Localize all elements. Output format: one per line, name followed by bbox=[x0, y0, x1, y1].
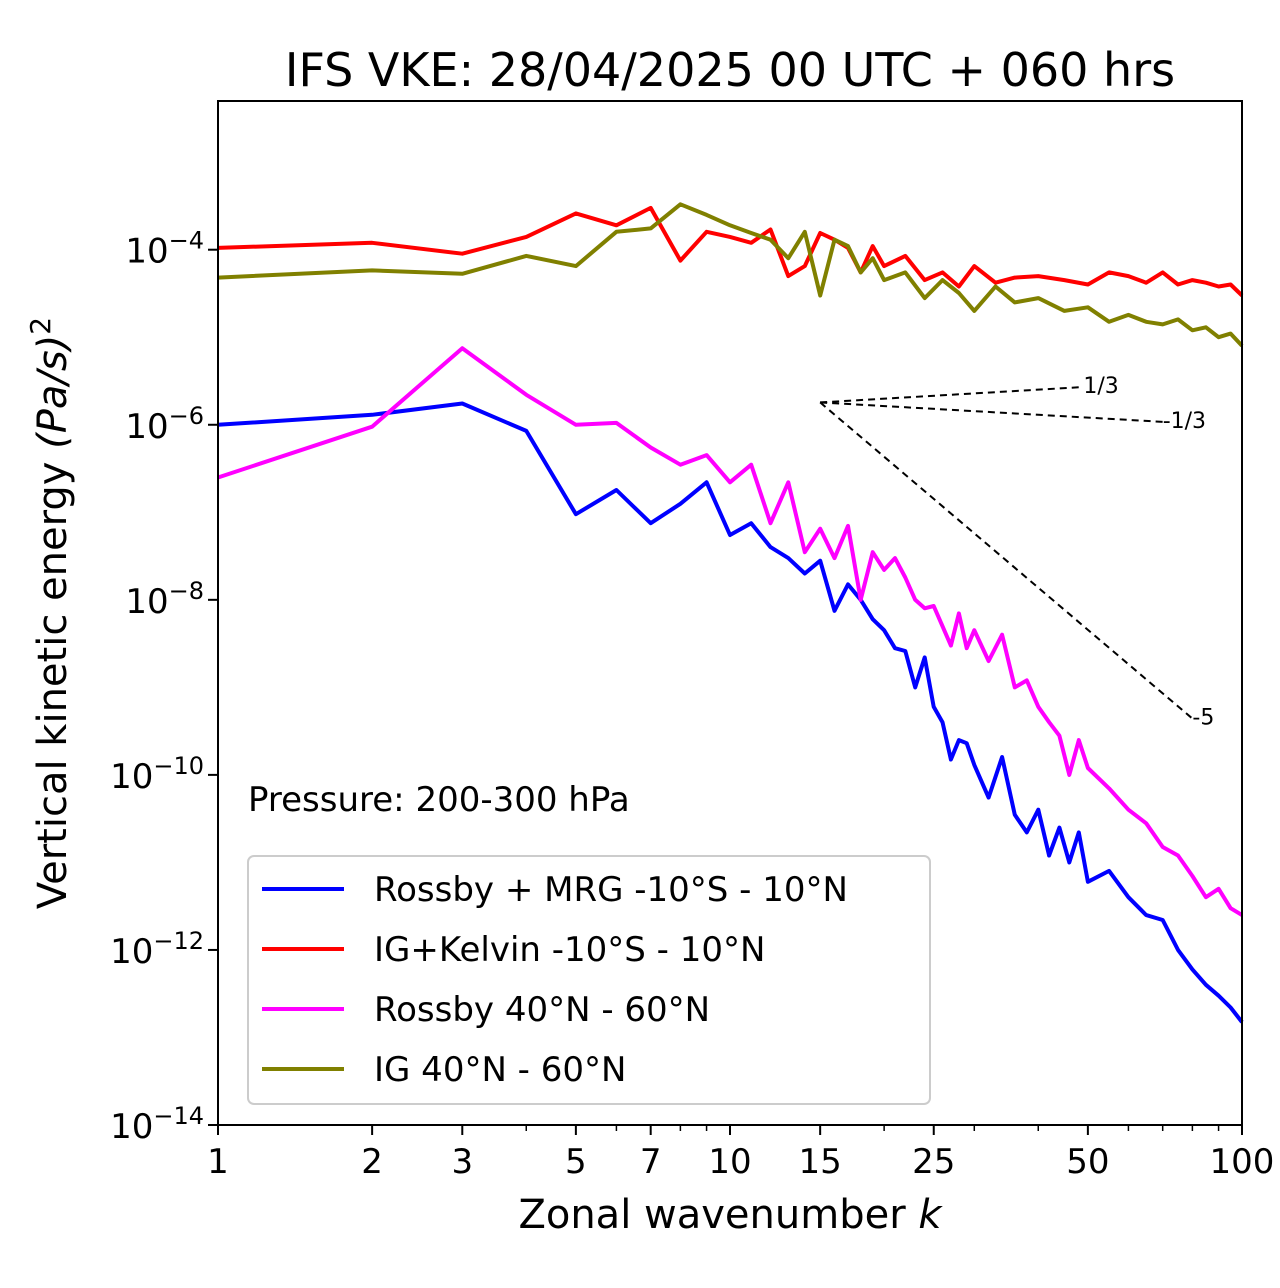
legend-label-3: IG 40°N - 60°N bbox=[374, 1050, 626, 1090]
legend-items: Rossby + MRG -10°S - 10°N IG+Kelvin -10°S… bbox=[262, 870, 848, 1090]
y-tick-label: 10−6 bbox=[125, 402, 204, 447]
pressure-annotation: Pressure: 200-300 hPa bbox=[248, 780, 630, 820]
reference-line-1 bbox=[820, 401, 1163, 423]
y-tick-label: 10−10 bbox=[110, 752, 204, 797]
x-tick-label: 25 bbox=[912, 1142, 955, 1182]
x-tick-label: 50 bbox=[1066, 1142, 1109, 1182]
x-axis-label: Zonal wavenumber k bbox=[518, 1192, 943, 1238]
series-line-2 bbox=[217, 346, 1244, 917]
y-tick-label: 10−8 bbox=[125, 577, 204, 622]
x-tick-label: 10 bbox=[708, 1142, 751, 1182]
x-tick-label: 7 bbox=[640, 1142, 662, 1182]
series-layer bbox=[217, 202, 1244, 1024]
plot-area: 1/3-1/3-5 1 2 3 5 7 10 15 25 50 100 10−410−610−81… bbox=[110, 100, 1274, 1182]
y-tick-label: 10−14 bbox=[110, 1102, 204, 1147]
legend-label-2: Rossby 40°N - 60°N bbox=[374, 990, 710, 1030]
y-axis-label: Vertical kinetic energy (Pa/s)2 bbox=[24, 317, 77, 909]
x-tick-label: 2 bbox=[361, 1142, 383, 1182]
x-tick-label: 1 bbox=[207, 1142, 229, 1182]
legend-box bbox=[247, 855, 931, 1105]
reference-lines: 1/3 -1/3 -5 bbox=[819, 374, 1214, 731]
series-line-0 bbox=[217, 401, 1244, 1024]
reference-line-label-1: -1/3 bbox=[1163, 409, 1206, 434]
reference-line-0 bbox=[820, 386, 1084, 404]
x-axis-ticks: 1 2 3 5 7 10 15 25 50 100 bbox=[207, 1125, 1274, 1182]
legend-label-1: IG+Kelvin -10°S - 10°N bbox=[374, 930, 765, 970]
reference-line-label-0: 1/3 bbox=[1083, 374, 1118, 399]
legend: Rossby + MRG -10°S - 10°N IG+Kelvin -10°S… bbox=[247, 855, 931, 1105]
reference-line-label-2: -5 bbox=[1192, 706, 1214, 731]
series-line-3 bbox=[217, 202, 1244, 348]
chart-title: IFS VKE: 28/04/2025 00 UTC + 060 hrs bbox=[285, 43, 1175, 97]
y-tick-label: 10−12 bbox=[110, 927, 204, 972]
x-tick-label: 100 bbox=[1210, 1142, 1275, 1182]
x-tick-label: 15 bbox=[799, 1142, 842, 1182]
legend-label-0: Rossby + MRG -10°S - 10°N bbox=[374, 870, 848, 910]
x-tick-label: 3 bbox=[451, 1142, 473, 1182]
x-tick-label: 5 bbox=[565, 1142, 587, 1182]
y-axis-ticks: 10−4 10−6 10−8 10−10 10−12 10−14 bbox=[110, 227, 218, 1147]
y-tick-label: 10−4 bbox=[125, 227, 204, 272]
series-line-1 bbox=[217, 205, 1244, 297]
reference-line-2 bbox=[819, 401, 1194, 720]
